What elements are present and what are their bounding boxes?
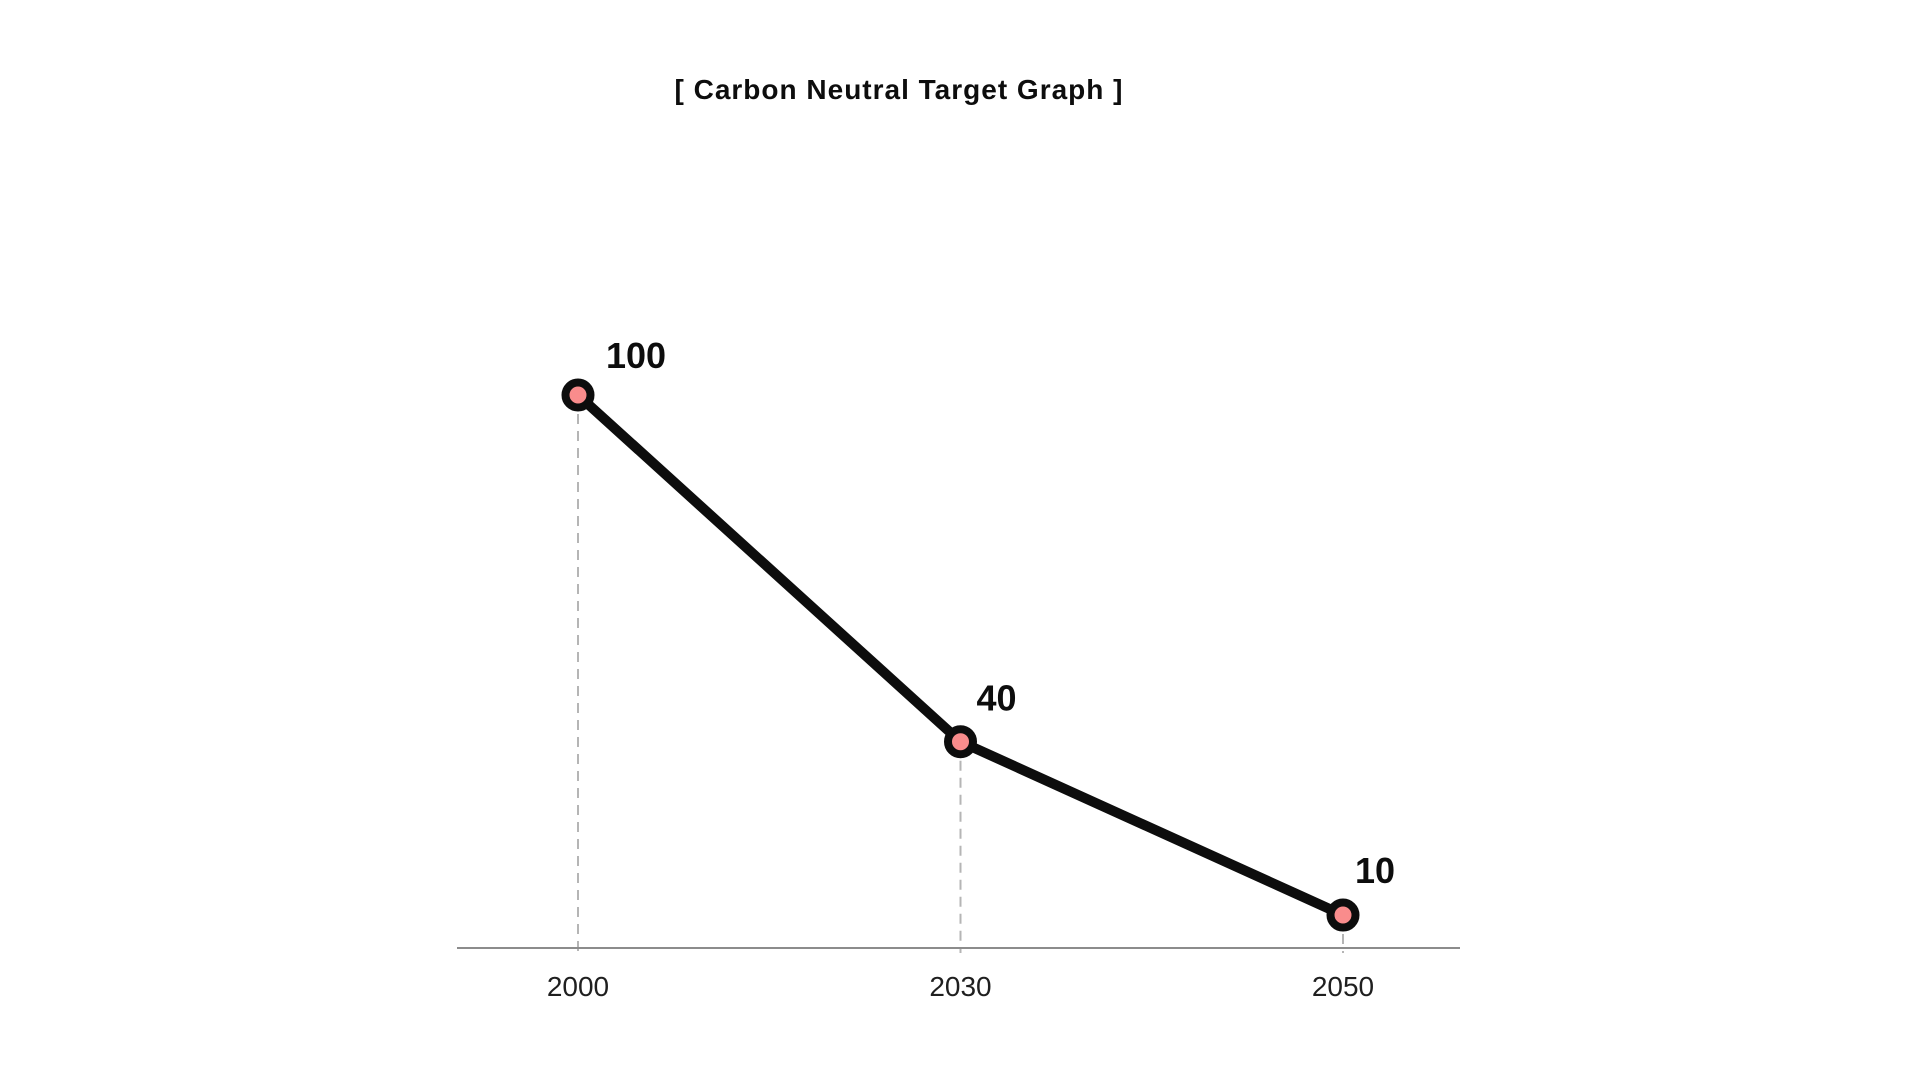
guide-lines-group [577,414,1344,953]
value-label-2000: 100 [606,335,666,376]
data-point-markers-group [561,378,1360,932]
data-point-2050 [1326,898,1360,932]
tick-label-2000: 2000 [547,971,609,1002]
value-label-2050: 10 [1355,850,1395,891]
tick-label-2030: 2030 [929,971,991,1002]
value-labels-group: 100 40 10 [606,335,1395,891]
x-axis-tick-labels-group: 2000 2030 2050 [547,971,1374,1002]
tick-label-2050: 2050 [1312,971,1374,1002]
value-label-2030: 40 [977,678,1017,719]
data-point-2030 [944,725,977,759]
data-point-2000 [561,378,595,412]
chart-title: [ Carbon Neutral Target Graph ] [674,74,1124,105]
